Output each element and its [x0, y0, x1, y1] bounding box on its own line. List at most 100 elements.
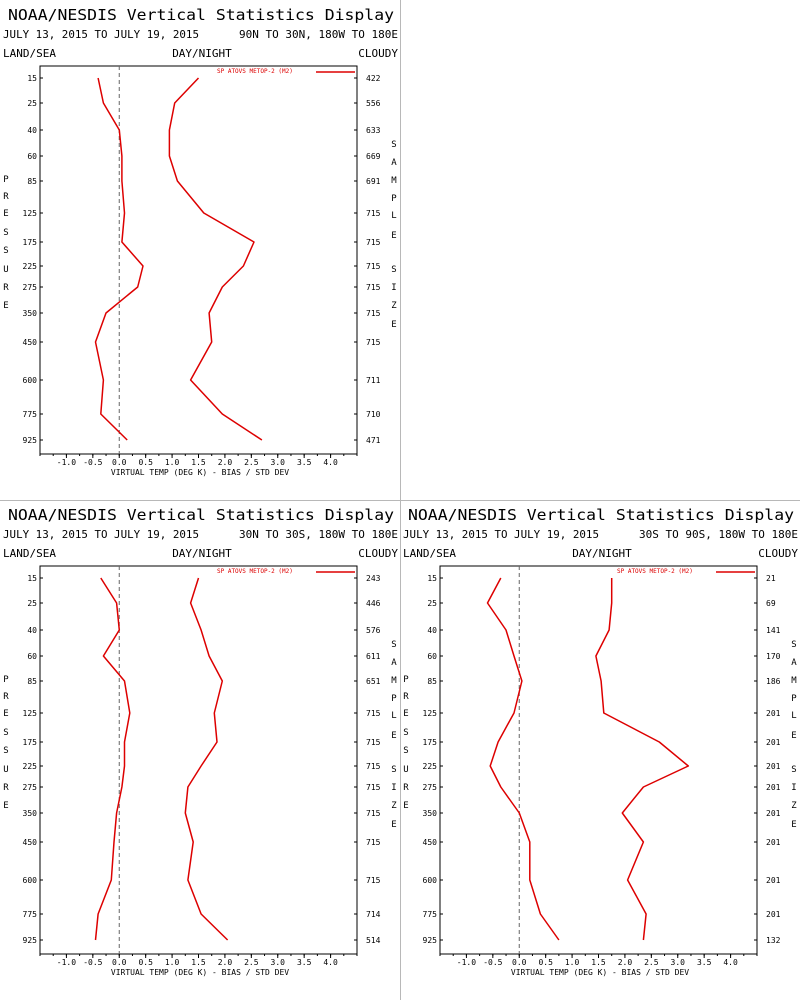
- sample-size-axis-letter: S: [391, 640, 396, 650]
- sample-size-axis-letter: M: [391, 176, 397, 186]
- sample-size-label: 633: [366, 126, 381, 135]
- x-tick-label: 2.5: [244, 958, 259, 967]
- sample-size-axis-letter: S: [391, 140, 396, 150]
- x-tick-label: 2.0: [218, 958, 233, 967]
- x-tick-label: 2.0: [618, 958, 633, 967]
- pressure-level-label: 175: [23, 238, 38, 247]
- pressure-level-label: 60: [27, 652, 37, 661]
- sample-size-label: 710: [366, 410, 381, 419]
- pressure-level-label: 775: [23, 910, 38, 919]
- sample-size-label: 669: [366, 152, 381, 161]
- std-dev-line: [168, 77, 263, 441]
- time-of-day-label: DAY/NIGHT: [172, 547, 232, 560]
- pressure-axis-letter: R: [3, 192, 9, 202]
- x-tick-label: 4.0: [323, 958, 338, 967]
- panel-south: NOAA/NESDIS Vertical Statistics Display J…: [400, 500, 800, 1000]
- bias-line: [94, 577, 131, 941]
- panel-divider-horizontal: [0, 500, 800, 501]
- sample-size-axis-letter: A: [391, 658, 397, 668]
- sample-size-axis-letter: S: [791, 765, 796, 775]
- sample-size-axis-letter: A: [391, 158, 397, 168]
- sample-size-label: 201: [766, 709, 781, 718]
- sample-size-label: 715: [366, 309, 381, 318]
- pressure-level-label: 225: [23, 262, 38, 271]
- pressure-level-label: 450: [23, 338, 38, 347]
- sample-size-label: 201: [766, 838, 781, 847]
- sample-size-label: 422: [366, 74, 381, 83]
- sample-size-axis-letter: S: [791, 640, 796, 650]
- pressure-level-label: 775: [423, 910, 438, 919]
- x-tick-label: 3.5: [697, 958, 712, 967]
- pressure-level-label: 125: [423, 709, 438, 718]
- sample-size-label: 514: [366, 936, 381, 945]
- sample-size-label: 201: [766, 762, 781, 771]
- pressure-level-label: 125: [23, 709, 38, 718]
- x-tick-label: 1.5: [191, 958, 206, 967]
- time-of-day-label: DAY/NIGHT: [172, 47, 232, 60]
- pressure-level-label: 600: [23, 376, 38, 385]
- sample-size-axis-letter: Z: [391, 301, 397, 311]
- sample-size-label: 691: [366, 177, 381, 186]
- sample-size-axis-letter: I: [391, 283, 396, 293]
- pressure-axis-letter: E: [3, 301, 8, 311]
- pressure-level-label: 15: [27, 574, 37, 583]
- region-label: 30N TO 30S, 180W TO 180E: [239, 528, 398, 541]
- pressure-axis-letter: S: [3, 728, 8, 738]
- sample-size-label: 611: [366, 652, 381, 661]
- pressure-level-label: 225: [423, 762, 438, 771]
- pressure-level-label: 125: [23, 209, 38, 218]
- std-dev-line: [595, 578, 690, 941]
- x-tick-label: -0.5: [83, 958, 102, 967]
- sample-size-axis-letter: P: [791, 694, 797, 704]
- sample-size-axis-letter: P: [391, 694, 397, 704]
- pressure-level-label: 25: [27, 99, 37, 108]
- x-tick-label: 1.0: [165, 458, 180, 467]
- legend-label: SP ATOVS METOP-2 (M2): [217, 68, 293, 75]
- sample-size-label: 141: [766, 626, 781, 635]
- x-tick-label: 3.0: [271, 958, 286, 967]
- pressure-axis-letter: S: [403, 746, 408, 756]
- sample-size-label: 201: [766, 783, 781, 792]
- x-tick-label: -0.5: [83, 458, 102, 467]
- sample-size-axis-letter: L: [391, 711, 396, 721]
- pressure-axis-letter: P: [403, 675, 409, 685]
- pressure-level-label: 350: [423, 809, 438, 818]
- pressure-axis-letter: E: [403, 709, 408, 719]
- x-tick-label: 0.5: [138, 958, 153, 967]
- sample-size-label: 715: [366, 338, 381, 347]
- sample-size-label: 446: [366, 599, 381, 608]
- sample-size-label: 186: [766, 677, 781, 686]
- pressure-level-label: 25: [427, 599, 437, 608]
- pressure-level-label: 15: [27, 74, 37, 83]
- pressure-level-label: 450: [23, 838, 38, 847]
- pressure-level-label: 25: [27, 599, 37, 608]
- pressure-axis-letter: R: [403, 783, 409, 793]
- pressure-level-label: 40: [27, 126, 37, 135]
- x-tick-label: 1.0: [165, 958, 180, 967]
- sample-size-label: 170: [766, 652, 781, 661]
- pressure-level-label: 15: [427, 574, 437, 583]
- pressure-axis-letter: P: [3, 175, 9, 185]
- sample-size-axis-letter: A: [791, 658, 797, 668]
- pressure-level-label: 40: [427, 626, 437, 635]
- panel-empty: [400, 0, 800, 500]
- display-title: NOAA/NESDIS Vertical Statistics Display: [8, 6, 394, 24]
- sample-size-label: 711: [366, 376, 381, 385]
- pressure-axis-letter: S: [403, 728, 408, 738]
- cloud-condition-label: CLOUDY: [758, 547, 798, 560]
- pressure-axis-letter: E: [3, 801, 8, 811]
- pressure-axis-letter: R: [3, 692, 9, 702]
- std-dev-line: [184, 577, 229, 941]
- sample-size-label: 556: [366, 99, 381, 108]
- pressure-axis-letter: P: [3, 675, 9, 685]
- x-tick-label: -1.0: [457, 958, 476, 967]
- sample-size-axis-letter: P: [391, 194, 397, 204]
- sample-size-axis-letter: Z: [391, 801, 397, 811]
- sample-size-label: 201: [766, 910, 781, 919]
- pressure-axis-letter: S: [3, 228, 8, 238]
- pressure-axis-letter: U: [403, 765, 408, 775]
- date-range: JULY 13, 2015 TO JULY 19, 2015: [3, 28, 199, 41]
- pressure-level-label: 925: [23, 436, 38, 445]
- sample-size-label: 132: [766, 936, 781, 945]
- sample-size-axis-letter: E: [391, 731, 396, 741]
